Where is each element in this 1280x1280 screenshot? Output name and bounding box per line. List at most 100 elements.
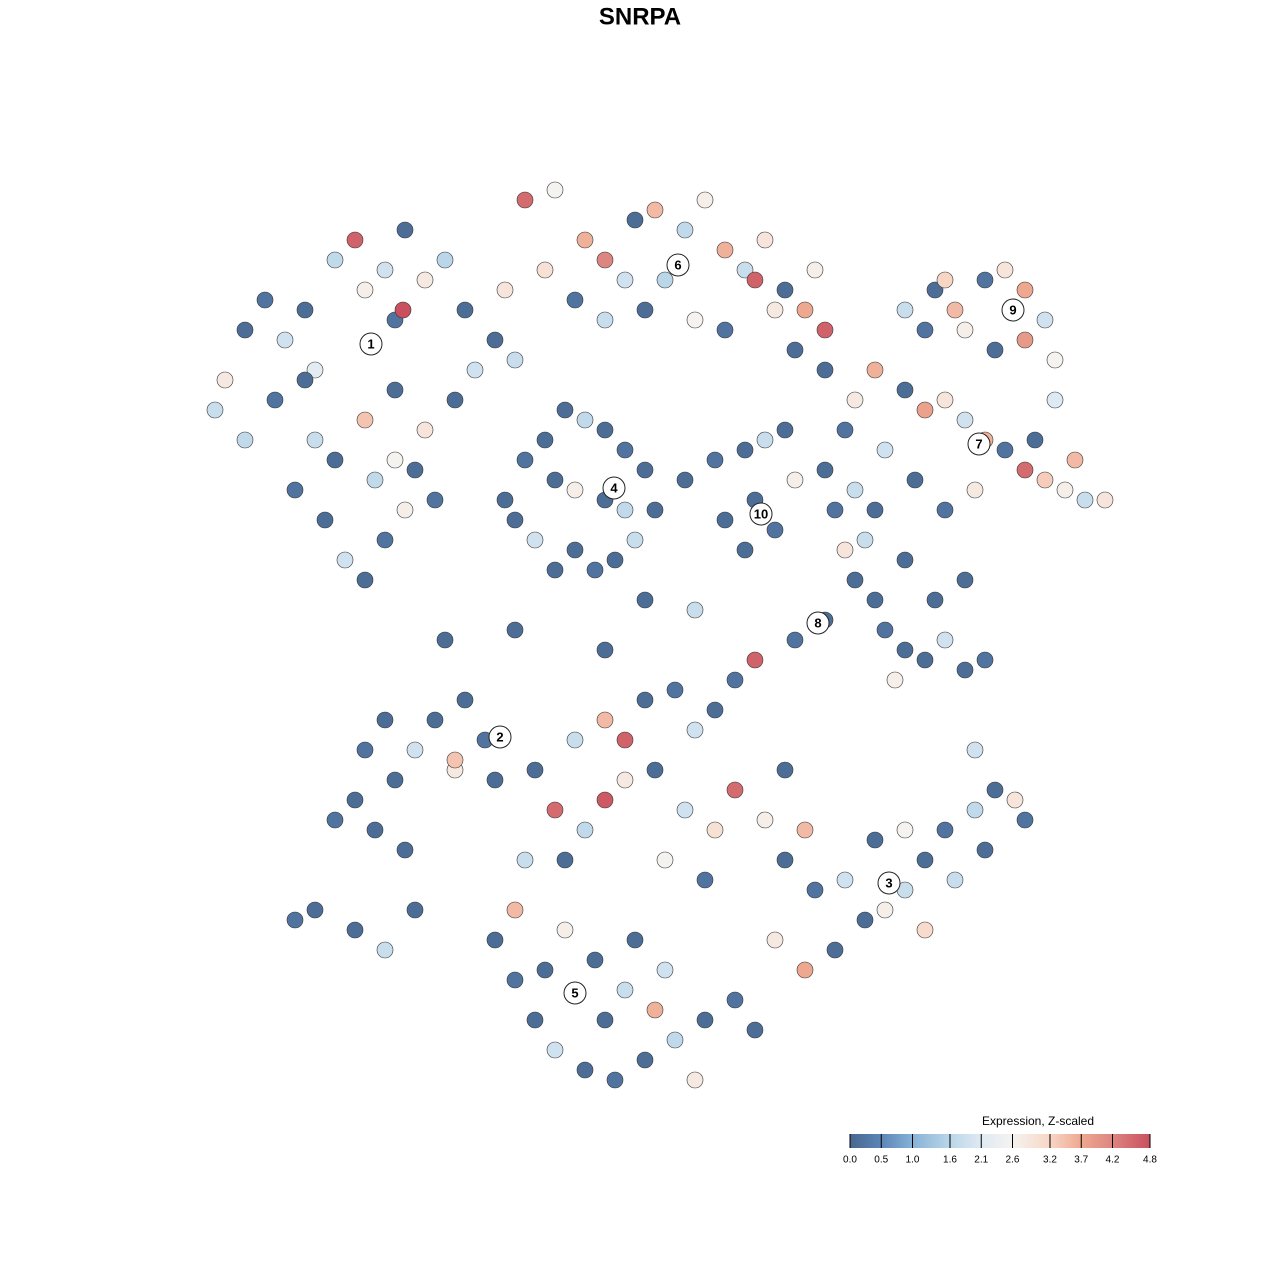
point xyxy=(1006,791,1024,809)
point xyxy=(596,641,614,659)
point xyxy=(896,821,914,839)
legend-title: Expression, Z-scaled xyxy=(982,1114,1094,1128)
point xyxy=(436,251,454,269)
point xyxy=(496,281,514,299)
point xyxy=(946,301,964,319)
point xyxy=(1036,471,1054,489)
point xyxy=(736,541,754,559)
colorbar-tick-label: 2.1 xyxy=(974,1155,988,1166)
point xyxy=(576,821,594,839)
point xyxy=(456,691,474,709)
point xyxy=(596,421,614,439)
point xyxy=(346,791,364,809)
point xyxy=(606,1071,624,1089)
point xyxy=(726,991,744,1009)
point xyxy=(636,691,654,709)
point xyxy=(276,331,294,349)
cluster-badge xyxy=(749,502,773,526)
point xyxy=(546,471,564,489)
point xyxy=(696,871,714,889)
point xyxy=(806,881,824,899)
cluster-badge xyxy=(967,432,991,456)
point xyxy=(946,871,964,889)
point xyxy=(216,371,234,389)
point xyxy=(846,571,864,589)
point xyxy=(826,941,844,959)
colorbar-tick-label: 4.2 xyxy=(1106,1155,1120,1166)
point xyxy=(1056,481,1074,499)
point xyxy=(936,501,954,519)
point xyxy=(1016,331,1034,349)
point xyxy=(506,901,524,919)
point xyxy=(1036,311,1054,329)
point xyxy=(236,321,254,339)
cluster-badge xyxy=(1001,298,1025,322)
point xyxy=(816,461,834,479)
point xyxy=(376,941,394,959)
point xyxy=(346,921,364,939)
point xyxy=(676,221,694,239)
point xyxy=(636,1051,654,1069)
point xyxy=(616,981,634,999)
colorbar-tick-label: 1.6 xyxy=(943,1155,957,1166)
point xyxy=(386,451,404,469)
point xyxy=(866,361,884,379)
point xyxy=(1046,351,1064,369)
chart-title: SNRPA xyxy=(599,3,681,30)
cluster-label: 10 xyxy=(754,506,768,521)
point xyxy=(956,411,974,429)
point xyxy=(526,1011,544,1029)
point xyxy=(656,961,674,979)
cluster-badge xyxy=(666,253,690,277)
cluster-label: 6 xyxy=(674,257,681,272)
point xyxy=(816,321,834,339)
point xyxy=(916,401,934,419)
point xyxy=(576,1061,594,1079)
point xyxy=(286,481,304,499)
point xyxy=(486,331,504,349)
point xyxy=(636,461,654,479)
point xyxy=(756,231,774,249)
cluster-label: 5 xyxy=(571,985,578,1000)
point xyxy=(1046,391,1064,409)
point xyxy=(886,671,904,689)
point xyxy=(646,1001,664,1019)
point xyxy=(506,971,524,989)
cluster-label: 8 xyxy=(814,615,821,630)
point xyxy=(776,421,794,439)
point xyxy=(566,481,584,499)
point xyxy=(936,821,954,839)
point xyxy=(506,351,524,369)
colorbar-tick-label: 4.8 xyxy=(1143,1155,1157,1166)
point xyxy=(676,801,694,819)
point xyxy=(546,561,564,579)
point xyxy=(356,281,374,299)
point xyxy=(616,731,634,749)
point xyxy=(396,841,414,859)
point xyxy=(856,911,874,929)
point xyxy=(556,851,574,869)
point xyxy=(266,391,284,409)
colorbar-tick-label: 0.0 xyxy=(843,1155,857,1166)
colorbar-tick-label: 3.7 xyxy=(1074,1155,1088,1166)
point xyxy=(866,501,884,519)
point xyxy=(696,1011,714,1029)
point xyxy=(296,301,314,319)
point xyxy=(236,431,254,449)
point xyxy=(296,371,314,389)
point xyxy=(616,771,634,789)
point xyxy=(636,301,654,319)
point xyxy=(1026,431,1044,449)
point xyxy=(516,851,534,869)
point xyxy=(586,561,604,579)
point xyxy=(846,391,864,409)
point xyxy=(796,961,814,979)
point xyxy=(546,1041,564,1059)
point xyxy=(506,511,524,529)
point xyxy=(716,321,734,339)
point xyxy=(936,391,954,409)
point xyxy=(716,241,734,259)
point xyxy=(306,361,324,379)
point xyxy=(996,441,1014,459)
point xyxy=(816,361,834,379)
